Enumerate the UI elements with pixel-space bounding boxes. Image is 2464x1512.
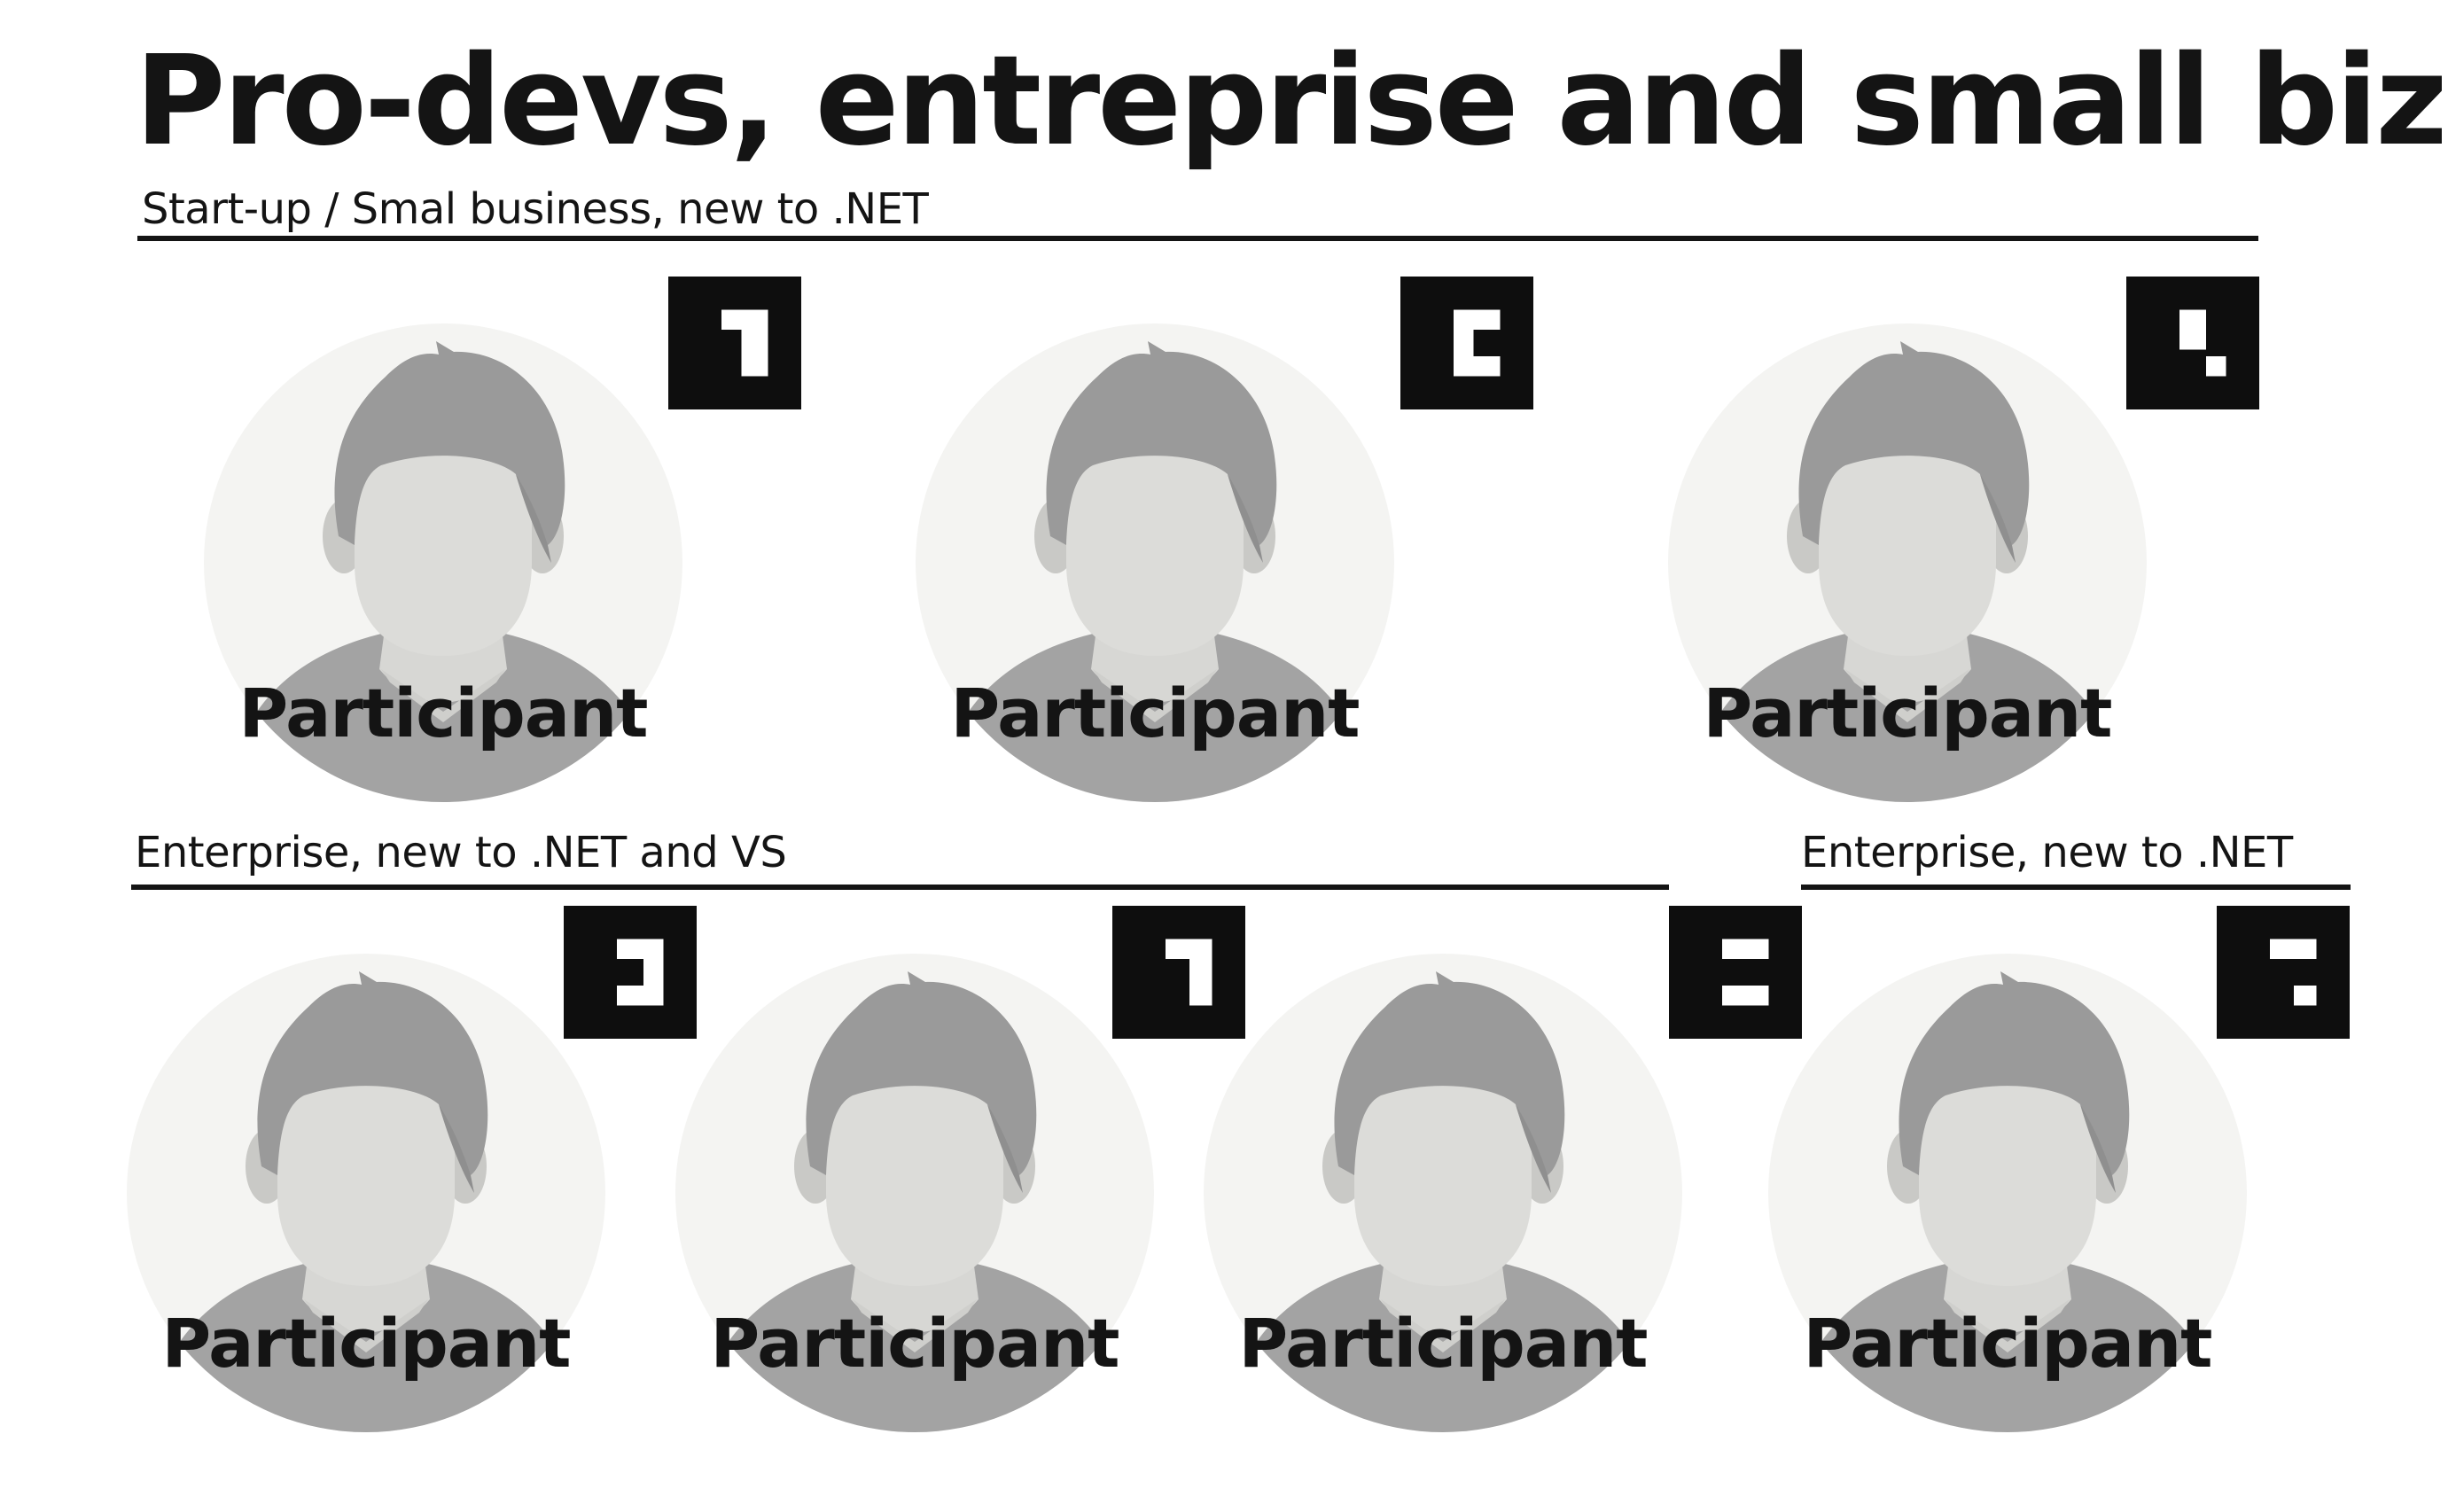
participant-card: Participant [675,954,1154,1432]
participant-label: Participant [1803,1304,2212,1383]
participant-card: Participant [1668,323,2147,802]
fiducial-marker-icon [668,277,801,409]
section-divider [1801,885,2351,890]
section-label-startup: Start-up / Smal business, new to .NET [142,184,929,234]
participant-label: Participant [1703,674,2112,752]
participant-card: Participant [1768,954,2247,1432]
participant-card: Participant [204,323,682,802]
participant-label: Participant [950,674,1360,752]
fiducial-marker-icon [564,906,697,1039]
page-title: Pro-devs, entreprise and small biz [135,29,2448,174]
participant-label: Participant [161,1304,571,1383]
fiducial-marker-icon [1112,906,1245,1039]
section-divider [137,236,2258,241]
section-label-enterprise: Enterprise, new to .NET [1801,828,2293,877]
participant-card: Participant [1204,954,1682,1432]
participant-card: Participant [916,323,1394,802]
fiducial-marker-icon [1400,277,1533,409]
participant-card: Participant [127,954,605,1432]
participant-label: Participant [1238,1304,1648,1383]
fiducial-marker-icon [1669,906,1802,1039]
section-divider [131,885,1669,890]
fiducial-marker-icon [2217,906,2350,1039]
participant-label: Participant [710,1304,1119,1383]
section-label-enterprise-vs: Enterprise, new to .NET and VS [135,828,787,877]
participant-label: Participant [238,674,648,752]
fiducial-marker-icon [2126,277,2259,409]
